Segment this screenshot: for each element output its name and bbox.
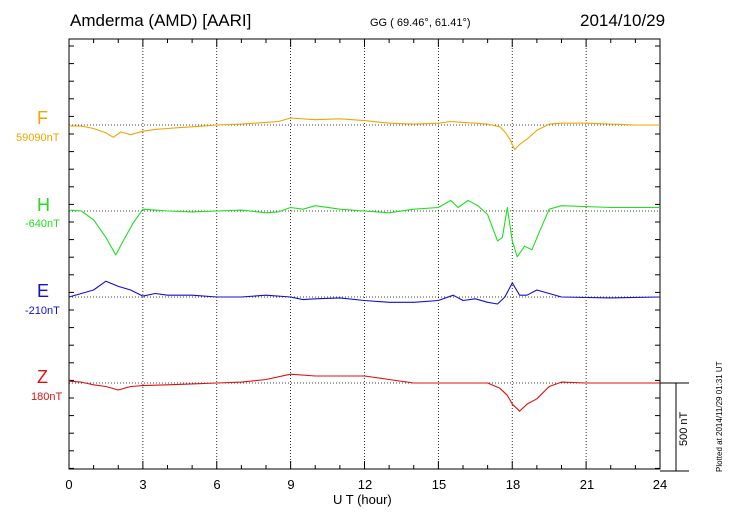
trace-label-Z: Z [37,367,48,387]
x-tick-label: 15 [431,477,447,492]
trace-label-E: E [37,281,50,301]
plot-frame [68,38,661,470]
x-tick-label: 0 [65,477,73,492]
x-tick-label: 21 [579,477,595,492]
trace-label-H: H [37,195,50,215]
trace-H [68,199,660,258]
tick-marks [68,39,661,469]
date-label: 2014/10/29 [580,11,666,30]
x-tick-label: 18 [505,477,521,492]
trace-E [68,280,661,305]
baselines [69,124,660,384]
trace-Z [68,373,660,412]
trace-label-F: F [37,108,48,128]
trace-baseline-F: 59090nT [16,132,60,144]
x-axis-label: U T (hour) [333,492,392,507]
station-title: Amderma (AMD) [AARI] [70,11,252,30]
traces [68,117,661,412]
x-tick-label: 6 [213,477,221,492]
trace-F [68,117,660,151]
scale-bar [660,382,689,472]
x-tick-label: 24 [652,477,668,492]
x-tick-label: 9 [287,477,295,492]
x-tick-label: 3 [139,477,147,492]
geographic-coords: GG ( 69.46°, 61.41°) [370,17,471,29]
trace-baseline-H: -640nT [25,218,60,230]
x-tick-label: 12 [357,477,373,492]
trace-baseline-Z: 180nT [31,391,63,403]
plotted-timestamp: Plotted at 2014/11/29 01:31 UT [715,361,724,472]
scale-bar-label: 500 nT [678,411,690,446]
trace-baseline-E: -210nT [25,305,60,317]
